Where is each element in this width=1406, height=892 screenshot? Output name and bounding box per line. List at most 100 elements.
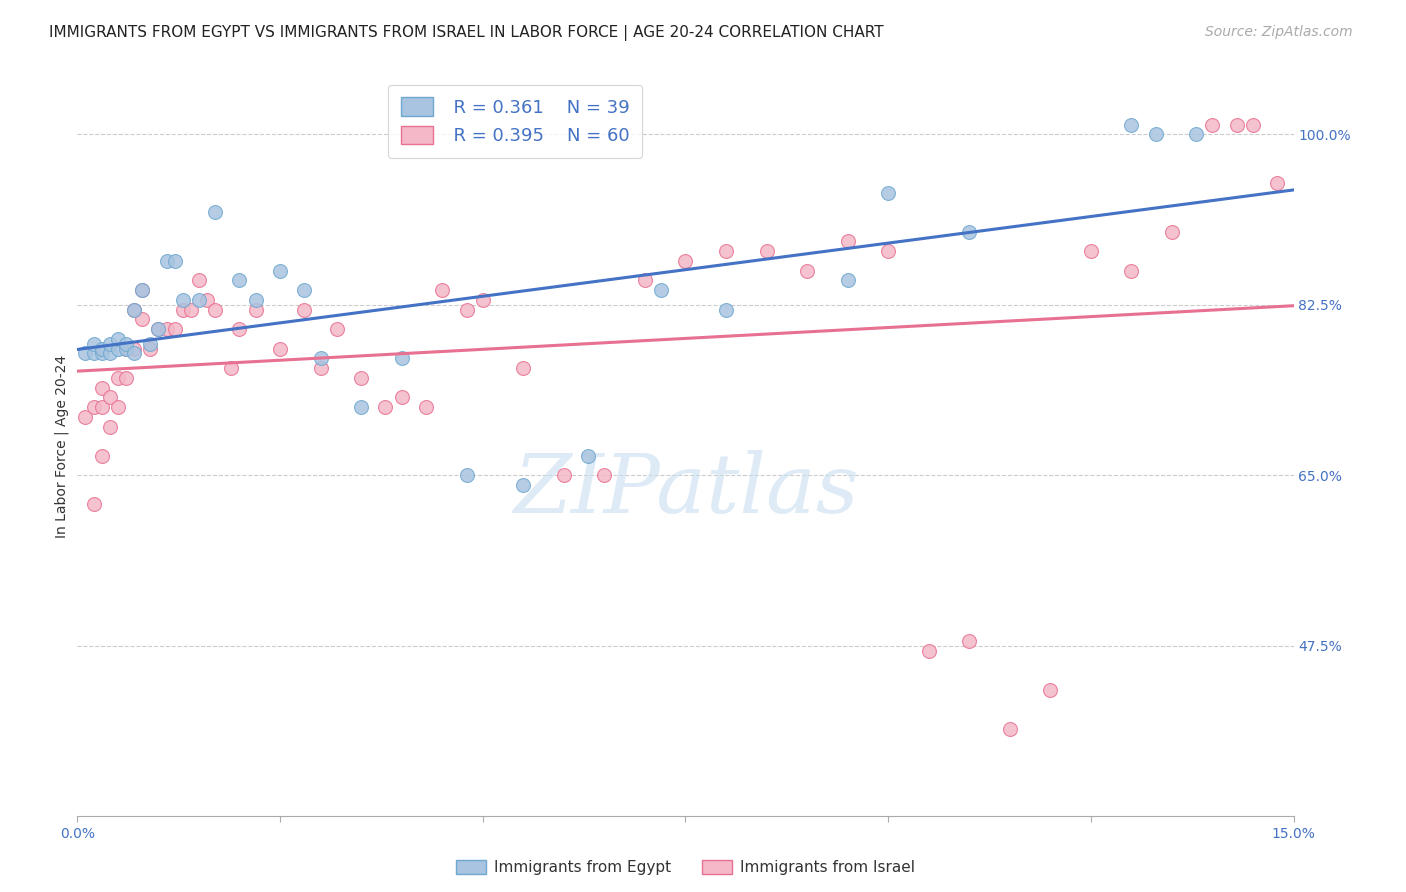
Point <box>228 273 250 287</box>
Point <box>188 293 211 307</box>
Point <box>228 322 250 336</box>
Point <box>1039 682 1062 697</box>
Point <box>957 633 980 648</box>
Text: IMMIGRANTS FROM EGYPT VS IMMIGRANTS FROM ISRAEL IN LABOR FORCE | AGE 20-24 CORRE: IMMIGRANTS FROM EGYPT VS IMMIGRANTS FROM… <box>49 25 884 41</box>
Point <box>115 342 138 356</box>
Point <box>131 312 153 326</box>
Point <box>576 449 599 463</box>
Point <box>918 643 941 657</box>
Point <box>675 253 697 268</box>
Point <box>269 342 291 356</box>
Text: ZIPatlas: ZIPatlas <box>513 450 858 531</box>
Point <box>430 283 453 297</box>
Point <box>90 342 112 356</box>
Point <box>188 273 211 287</box>
Point <box>204 302 226 317</box>
Y-axis label: In Labor Force | Age 20-24: In Labor Force | Age 20-24 <box>55 354 69 538</box>
Point <box>1121 118 1143 132</box>
Point <box>1080 244 1102 259</box>
Point <box>553 468 575 483</box>
Point <box>391 351 413 366</box>
Point <box>634 273 657 287</box>
Point <box>326 322 349 336</box>
Point <box>292 283 315 297</box>
Point <box>115 342 138 356</box>
Point <box>155 253 177 268</box>
Point <box>204 205 226 219</box>
Point <box>512 361 534 376</box>
Legend: Immigrants from Egypt, Immigrants from Israel: Immigrants from Egypt, Immigrants from I… <box>449 852 922 882</box>
Point <box>998 722 1021 736</box>
Point <box>148 322 170 336</box>
Point <box>98 390 121 404</box>
Point <box>83 498 105 512</box>
Point <box>172 293 194 307</box>
Point <box>309 361 332 376</box>
Point <box>75 409 97 424</box>
Point <box>195 293 218 307</box>
Point <box>180 302 202 317</box>
Point <box>512 478 534 492</box>
Point <box>1144 128 1167 142</box>
Point <box>292 302 315 317</box>
Point <box>269 263 291 277</box>
Point <box>837 235 859 249</box>
Point <box>1161 225 1184 239</box>
Point <box>90 346 112 360</box>
Point <box>374 400 396 414</box>
Point <box>877 186 900 200</box>
Point <box>131 283 153 297</box>
Point <box>122 302 145 317</box>
Point <box>1226 118 1249 132</box>
Point <box>98 346 121 360</box>
Point <box>90 400 112 414</box>
Point <box>245 302 267 317</box>
Point <box>122 346 145 360</box>
Text: Source: ZipAtlas.com: Source: ZipAtlas.com <box>1205 25 1353 39</box>
Point <box>350 371 373 385</box>
Point <box>139 336 162 351</box>
Point <box>877 244 900 259</box>
Point <box>957 225 980 239</box>
Point <box>163 253 186 268</box>
Point <box>714 244 737 259</box>
Point <box>221 361 243 376</box>
Point <box>131 283 153 297</box>
Point <box>1185 128 1208 142</box>
Point <box>593 468 616 483</box>
Point <box>755 244 778 259</box>
Point <box>1201 118 1223 132</box>
Point <box>837 273 859 287</box>
Point <box>115 336 138 351</box>
Point <box>83 336 105 351</box>
Point <box>155 322 177 336</box>
Point <box>471 293 494 307</box>
Point <box>391 390 413 404</box>
Point <box>139 342 162 356</box>
Point <box>415 400 437 414</box>
Point <box>83 400 105 414</box>
Point <box>98 336 121 351</box>
Point <box>107 371 129 385</box>
Point <box>650 283 672 297</box>
Point <box>1241 118 1264 132</box>
Point <box>75 346 97 360</box>
Point <box>148 322 170 336</box>
Point <box>83 346 105 360</box>
Point <box>245 293 267 307</box>
Point <box>107 332 129 346</box>
Point <box>122 342 145 356</box>
Point <box>1121 263 1143 277</box>
Point <box>107 342 129 356</box>
Point <box>456 302 478 317</box>
Point <box>456 468 478 483</box>
Point <box>90 449 112 463</box>
Point <box>98 419 121 434</box>
Point <box>796 263 818 277</box>
Point <box>107 400 129 414</box>
Point <box>1265 176 1288 190</box>
Point <box>90 380 112 394</box>
Point <box>714 302 737 317</box>
Point <box>122 302 145 317</box>
Point <box>115 371 138 385</box>
